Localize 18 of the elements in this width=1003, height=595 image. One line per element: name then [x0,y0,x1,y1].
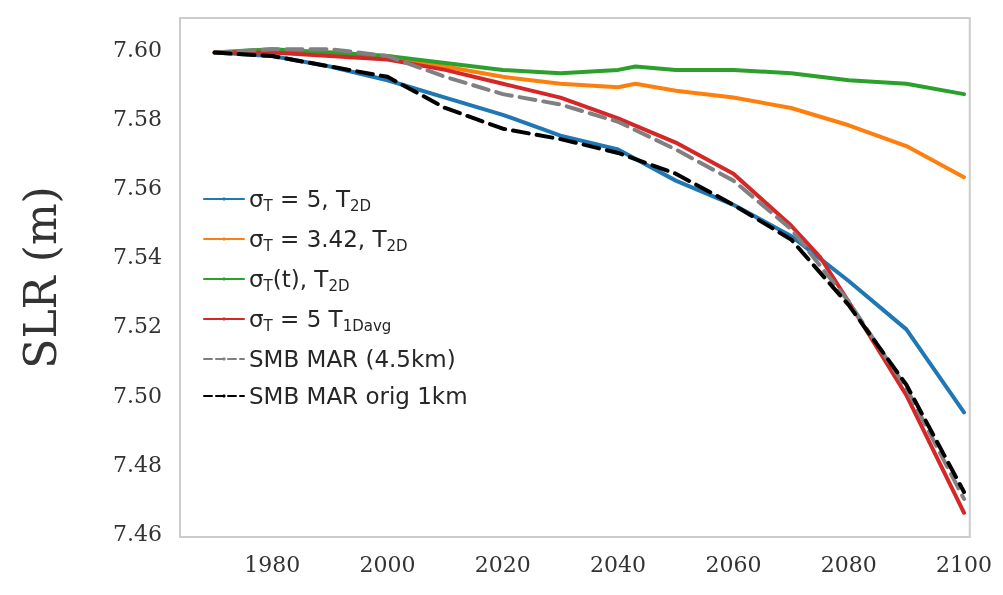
x-tick-label: 2100 [936,551,993,577]
y-tick-label: 7.48 [113,451,162,477]
x-tick-label: 2060 [705,551,762,577]
y-tick-label: 7.52 [113,313,162,339]
y-tick-label: 7.60 [113,36,162,62]
y-tick-label: 7.58 [113,105,162,131]
x-tick-label: 1980 [244,551,301,577]
x-tick-label: 2000 [359,551,416,577]
x-tick-label: 2080 [820,551,877,577]
x-tick-label: 2020 [474,551,531,577]
legend-label: SMB MAR orig 1km [249,383,468,409]
y-tick-label: 7.56 [113,175,162,201]
legend-label: SMB MAR (4.5km) [249,346,456,372]
x-tick-label: 2040 [590,551,647,577]
y-tick-label: 7.50 [113,382,162,408]
y-tick-label: 7.54 [113,244,162,270]
y-tick-label: 7.46 [113,521,162,547]
y-axis-title: SLR (m) [14,186,66,369]
